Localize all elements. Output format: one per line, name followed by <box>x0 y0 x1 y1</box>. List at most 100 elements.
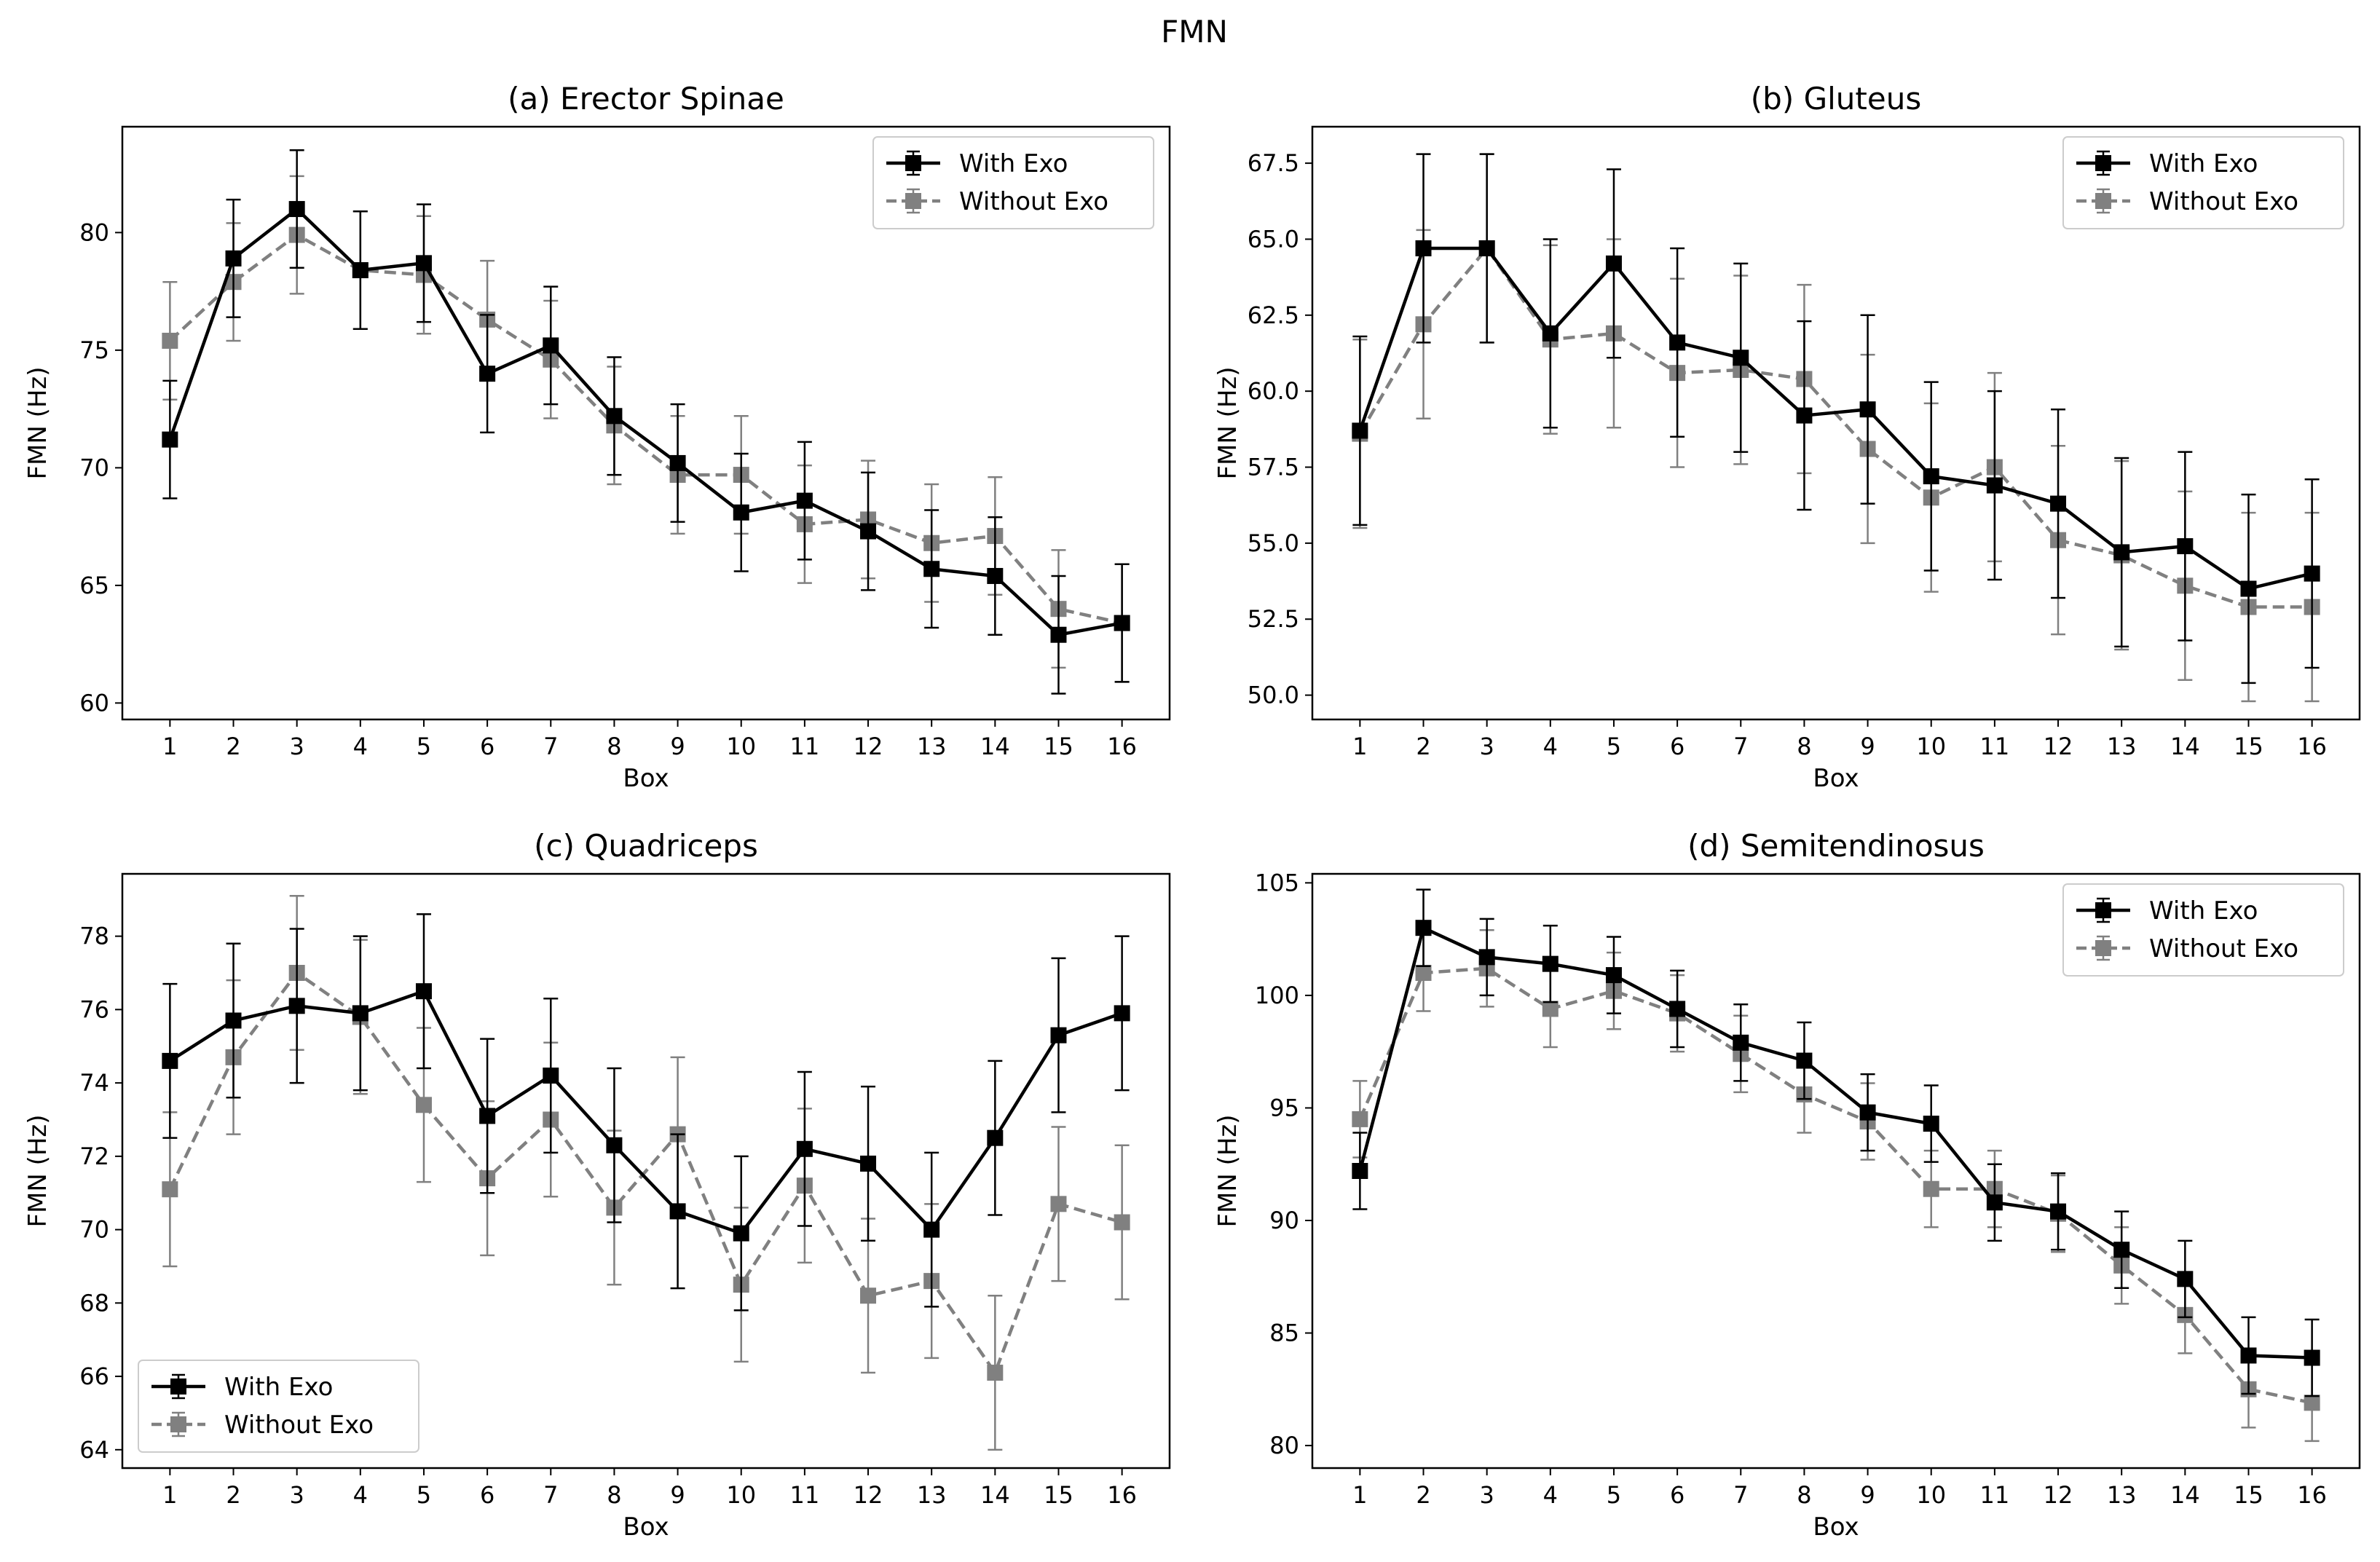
legend-marker <box>170 1416 186 1432</box>
x-tick-label: 6 <box>1670 1481 1684 1509</box>
data-point <box>1352 1163 1368 1179</box>
y-tick-label: 66 <box>79 1362 109 1390</box>
x-tick-label: 1 <box>162 1481 177 1509</box>
data-point <box>733 504 749 521</box>
x-tick-label: 9 <box>670 733 685 760</box>
legend: With Exo Without Exo <box>138 1360 419 1453</box>
y-tick-label: 60.0 <box>1248 377 1299 405</box>
data-point <box>2240 580 2257 597</box>
series-with-exo <box>1352 153 2320 685</box>
x-tick-label: 2 <box>1416 733 1430 760</box>
x-tick-label: 10 <box>1916 733 1946 760</box>
x-tick-label: 8 <box>607 1481 621 1509</box>
data-point <box>1352 422 1368 439</box>
x-axis-label: Box <box>623 1512 669 1542</box>
data-point <box>415 255 432 272</box>
x-tick-label: 14 <box>2170 1481 2200 1509</box>
data-point <box>1669 334 1686 351</box>
x-tick-label: 10 <box>726 733 756 760</box>
x-tick-label: 13 <box>917 1481 947 1509</box>
data-point <box>923 561 940 577</box>
x-axis-label: Box <box>1813 1512 1859 1542</box>
legend-label: With Exo <box>224 1373 333 1402</box>
y-tick-label: 65.0 <box>1248 225 1299 253</box>
y-axis-label: FMN (Hz) <box>1213 366 1242 479</box>
figure-title: FMN <box>1161 14 1228 50</box>
legend-label: Without Exo <box>959 187 1108 216</box>
data-point <box>1114 615 1130 631</box>
x-axis-label: Box <box>1813 764 1859 793</box>
x-tick-label: 16 <box>1107 733 1137 760</box>
x-tick-label: 12 <box>2044 733 2073 760</box>
data-point <box>1733 350 1749 366</box>
data-point <box>1605 255 1622 272</box>
data-point <box>987 1365 1004 1381</box>
data-point <box>1859 1104 1876 1121</box>
series-line <box>169 989 1123 1236</box>
x-tick-label: 4 <box>1543 1481 1558 1509</box>
x-tick-label: 3 <box>1479 1481 1494 1509</box>
legend-label: Without Exo <box>2149 187 2298 216</box>
x-tick-label: 13 <box>917 733 947 760</box>
data-point <box>1923 1180 1939 1197</box>
data-point <box>669 1203 686 1220</box>
data-point <box>225 1012 242 1029</box>
data-point <box>1415 920 1432 936</box>
x-tick-label: 11 <box>790 733 820 760</box>
series-line <box>1358 926 2312 1360</box>
x-tick-label: 5 <box>417 1481 431 1509</box>
data-point <box>987 567 1004 584</box>
data-point <box>543 337 559 354</box>
data-point <box>1986 477 2003 494</box>
x-tick-label: 12 <box>2044 1481 2073 1509</box>
y-tick-label: 70 <box>79 1216 109 1244</box>
plot-frame <box>121 872 1171 1470</box>
series-without-exo <box>1352 153 2320 703</box>
data-point <box>2304 1395 2320 1411</box>
series-line <box>1358 246 2313 591</box>
legend: With Exo Without Exo <box>872 136 1154 229</box>
data-point <box>2113 1242 2130 1258</box>
data-point <box>1542 1001 1559 1017</box>
x-tick-label: 1 <box>162 733 177 760</box>
data-point <box>543 1068 559 1084</box>
x-tick-label: 6 <box>480 1481 494 1509</box>
legend: With Exo Without Exo <box>2062 883 2344 977</box>
data-point <box>1114 1005 1130 1022</box>
x-tick-label: 11 <box>1980 1481 2010 1509</box>
y-tick-label: 85 <box>1269 1320 1299 1347</box>
data-point <box>1542 325 1559 342</box>
x-tick-label: 14 <box>980 1481 1010 1509</box>
data-point <box>1923 468 1939 485</box>
data-point <box>225 250 242 267</box>
series-without-exo <box>1352 929 2320 1443</box>
y-tick-label: 80 <box>79 218 109 246</box>
x-tick-label: 14 <box>2170 733 2200 760</box>
data-point <box>1542 955 1559 972</box>
y-tick-label: 70 <box>79 454 109 481</box>
x-tick-label: 4 <box>353 1481 368 1509</box>
y-tick-label: 75 <box>79 336 109 364</box>
y-tick-label: 100 <box>1255 982 1299 1009</box>
x-tick-label: 16 <box>2297 733 2327 760</box>
legend-marker <box>2095 902 2111 918</box>
data-point <box>162 1052 178 1069</box>
data-point <box>796 1140 813 1157</box>
data-point <box>1050 626 1067 643</box>
data-point <box>288 201 305 218</box>
data-point <box>1605 967 1622 984</box>
data-point <box>606 1137 623 1153</box>
data-point <box>2050 1203 2067 1220</box>
series-line <box>1358 245 2312 609</box>
x-tick-label: 11 <box>790 1481 820 1509</box>
x-tick-label: 2 <box>1416 1481 1430 1509</box>
data-point <box>288 998 305 1014</box>
y-axis-label: FMN (Hz) <box>23 366 52 479</box>
y-tick-label: 57.5 <box>1248 454 1299 481</box>
series-with-exo <box>1352 888 2320 1397</box>
data-point <box>1796 407 1813 424</box>
x-tick-label: 12 <box>854 733 883 760</box>
